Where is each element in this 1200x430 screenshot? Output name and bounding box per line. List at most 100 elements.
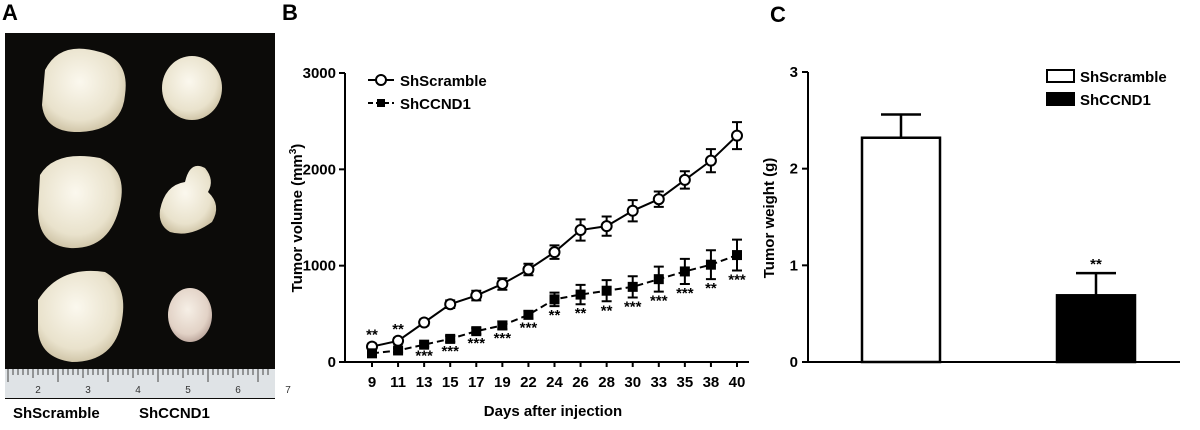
panel-label: B bbox=[282, 0, 298, 25]
point bbox=[523, 309, 534, 320]
point bbox=[575, 289, 586, 300]
significance: *** bbox=[650, 293, 668, 310]
ruler-label: 5 bbox=[185, 385, 191, 396]
x-tick-label: 40 bbox=[729, 374, 746, 391]
significance: *** bbox=[441, 343, 459, 360]
tumor bbox=[42, 48, 126, 133]
bar bbox=[1055, 294, 1137, 364]
y-tick-label: 3 bbox=[790, 64, 798, 81]
significance: *** bbox=[676, 285, 694, 302]
significance: ** bbox=[601, 302, 613, 319]
ruler-label: 4 bbox=[135, 385, 141, 396]
significance: *** bbox=[494, 330, 512, 347]
significance: ** bbox=[549, 307, 561, 324]
significance: *** bbox=[415, 348, 433, 365]
panel-label: C bbox=[770, 2, 786, 27]
legend-label: ShScramble bbox=[1080, 69, 1167, 86]
x-tick-label: 24 bbox=[546, 374, 563, 391]
tumor bbox=[38, 270, 124, 362]
legend-marker bbox=[375, 74, 387, 86]
significance: *** bbox=[728, 271, 746, 288]
y-axis-label: Tumor weight (g) bbox=[761, 158, 778, 279]
point bbox=[600, 220, 613, 233]
significance: ** bbox=[575, 305, 587, 322]
significance: *** bbox=[520, 320, 538, 337]
point bbox=[444, 298, 457, 311]
point bbox=[574, 224, 587, 237]
legend-marker bbox=[377, 99, 385, 107]
significance: *** bbox=[468, 335, 486, 352]
ruler-label: 3 bbox=[85, 385, 91, 396]
y-tick-label: 0 bbox=[790, 354, 798, 371]
point bbox=[549, 294, 560, 305]
x-tick-label: 9 bbox=[368, 374, 376, 391]
x-tick-label: 13 bbox=[416, 374, 433, 391]
bar bbox=[860, 136, 942, 364]
x-tick-label: 33 bbox=[650, 374, 667, 391]
point bbox=[497, 320, 508, 331]
point bbox=[522, 263, 535, 276]
y-tick-label: 1 bbox=[790, 257, 798, 274]
legend-swatch bbox=[1046, 69, 1075, 83]
legend-label: ShCCND1 bbox=[1080, 92, 1151, 109]
sample-label: ShCCND1 bbox=[139, 405, 210, 422]
point bbox=[705, 259, 716, 270]
x-tick-label: 38 bbox=[703, 374, 720, 391]
ruler-label: 6 bbox=[235, 385, 241, 396]
error-bar bbox=[881, 113, 921, 138]
x-tick-label: 35 bbox=[677, 374, 694, 391]
legend-label: ShScramble bbox=[400, 73, 487, 90]
x-tick-label: 30 bbox=[624, 374, 641, 391]
x-tick-label: 19 bbox=[494, 374, 511, 391]
significance: ** bbox=[392, 321, 404, 338]
point bbox=[653, 274, 664, 285]
x-tick-label: 28 bbox=[598, 374, 615, 391]
y-tick-label: 1000 bbox=[303, 258, 336, 275]
point bbox=[601, 285, 612, 296]
point bbox=[704, 154, 717, 167]
tumor bbox=[38, 156, 122, 249]
x-tick-label: 11 bbox=[390, 374, 406, 391]
point bbox=[470, 289, 483, 302]
ruler-label: 2 bbox=[35, 385, 41, 396]
x-axis-label: Days after injection bbox=[484, 403, 622, 420]
point bbox=[652, 193, 665, 206]
significance: ** bbox=[1090, 256, 1102, 273]
point bbox=[419, 339, 430, 350]
panel-label: A bbox=[2, 0, 18, 25]
legend-label: ShCCND1 bbox=[400, 96, 471, 113]
ruler bbox=[5, 369, 275, 398]
point bbox=[626, 204, 639, 217]
point bbox=[393, 345, 404, 356]
x-tick-label: 22 bbox=[520, 374, 537, 391]
photo-panel: A 2 3 4 5 6 7 ShScramble ShCCND1 bbox=[2, 0, 291, 422]
y-tick-label: 2 bbox=[790, 161, 798, 178]
point bbox=[471, 326, 482, 337]
significance: *** bbox=[624, 298, 642, 315]
point bbox=[496, 277, 509, 290]
point bbox=[627, 281, 638, 292]
sample-label: ShScramble bbox=[13, 405, 100, 422]
y-axis-label-part: ) bbox=[289, 144, 306, 149]
significance: ** bbox=[366, 327, 378, 344]
point bbox=[679, 266, 690, 277]
ruler-label: 7 bbox=[285, 385, 291, 396]
point bbox=[367, 348, 377, 359]
point bbox=[678, 173, 691, 186]
point bbox=[445, 333, 456, 344]
tumor bbox=[159, 165, 217, 234]
tumor bbox=[168, 288, 212, 342]
significance: ** bbox=[705, 280, 717, 297]
y-axis-label: Tumor volume (mm3) bbox=[288, 144, 306, 293]
point bbox=[732, 250, 742, 261]
y-tick-label: 0 bbox=[328, 354, 336, 371]
x-tick-label: 26 bbox=[572, 374, 589, 391]
y-tick-label: 3000 bbox=[303, 65, 336, 82]
y-axis-label-part: Tumor volume (mm bbox=[289, 154, 306, 292]
point bbox=[548, 246, 561, 259]
x-tick-label: 17 bbox=[468, 374, 485, 391]
error-bar bbox=[1076, 271, 1116, 296]
legend-swatch bbox=[1046, 92, 1075, 106]
tumor bbox=[162, 56, 222, 120]
